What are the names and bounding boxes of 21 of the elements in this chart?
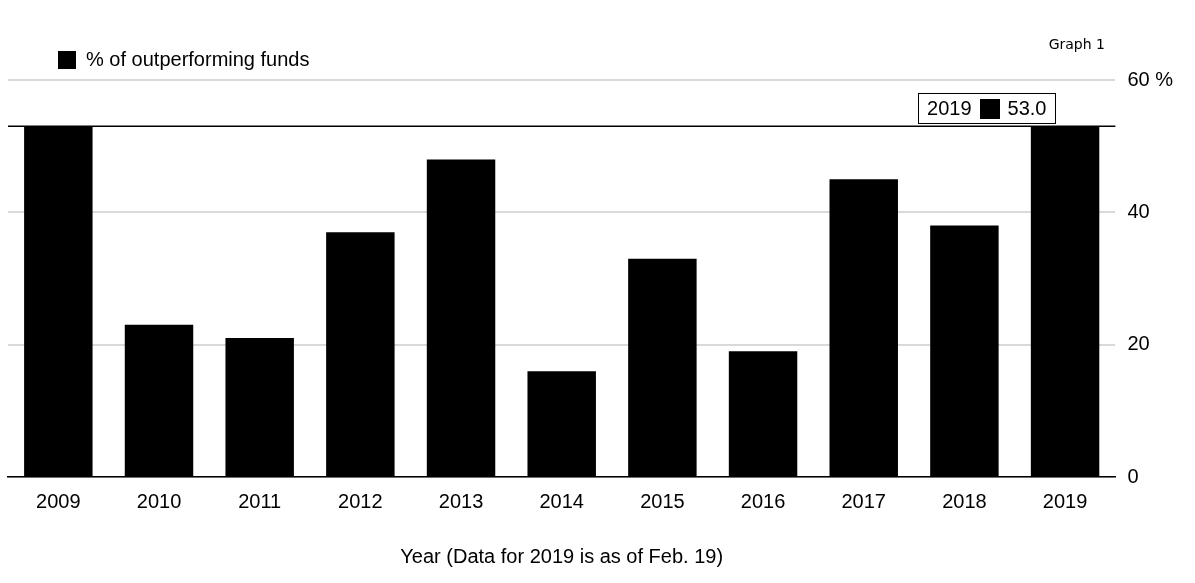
x-tick-label: 2012 [338,489,383,512]
x-tick-label: 2014 [539,489,584,512]
x-tick-label: 2016 [740,489,786,512]
x-tick-label: 2011 [238,489,282,512]
annotation: 2019 [927,97,972,121]
x-tick-label: 2010 [136,489,182,512]
legend-label: % of outperforming funds [86,47,310,70]
x-tick-label: 2009 [36,489,81,512]
tooltip-box: 2019 53.0 [918,93,1056,125]
y-tick-label: 60 % [1127,67,1174,90]
y-tick-label: 0 [1127,464,1139,487]
y-tick-label: 20 [1127,332,1150,355]
x-axis-title: Year (Data for 2019 is as of Feb. 19) [400,544,724,567]
caption: Graph 1 [1048,36,1105,52]
x-tick-label: 2015 [640,489,685,512]
data-label: 53.0 [1007,97,1047,121]
y-tick-label: 40 [1127,199,1150,222]
x-tick-label: 2019 [1042,489,1088,512]
x-tick-label: 2018 [942,489,987,512]
x-tick-label: 2017 [841,489,886,512]
x-tick-label: 2013 [438,489,484,512]
